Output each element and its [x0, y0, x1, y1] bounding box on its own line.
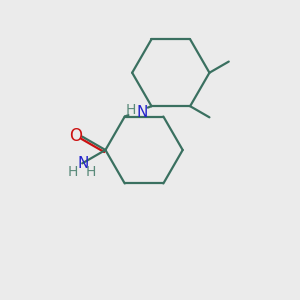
Text: N: N	[77, 157, 88, 172]
Text: O: O	[69, 127, 82, 145]
Text: N: N	[137, 105, 148, 120]
Text: H: H	[68, 165, 78, 179]
Text: H: H	[125, 103, 136, 117]
Text: H: H	[85, 165, 96, 179]
